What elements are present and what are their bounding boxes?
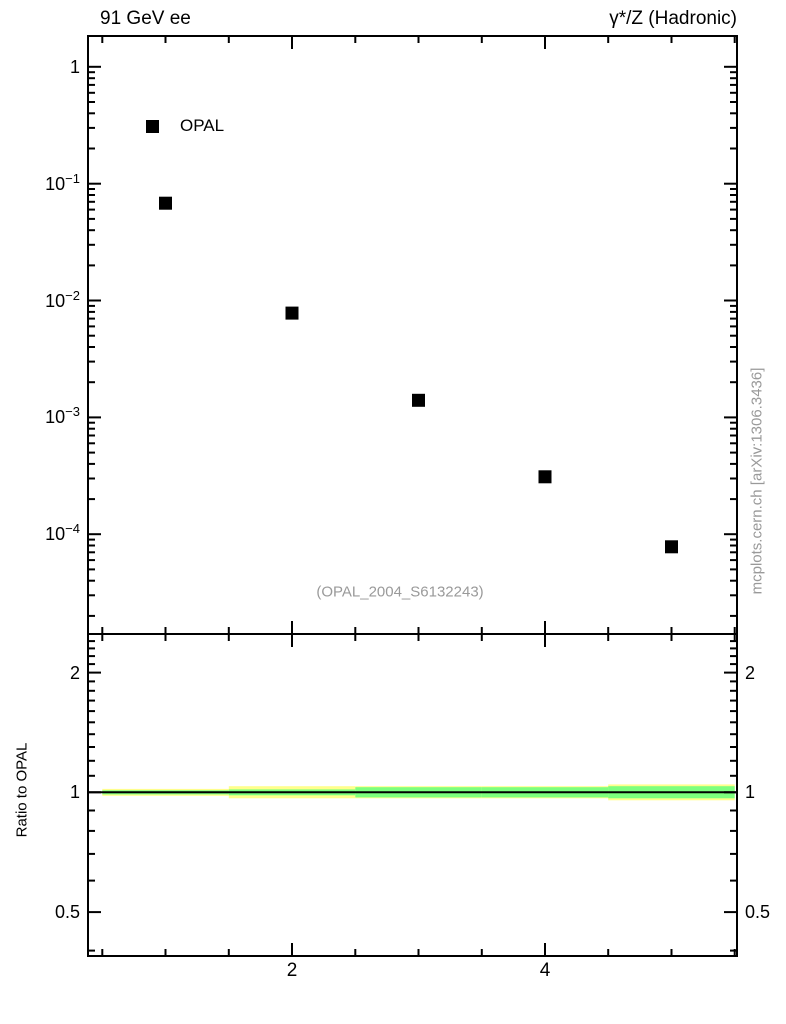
main-y-tick-label: 10−1 — [45, 170, 80, 194]
x-tick-label: 4 — [539, 960, 551, 981]
beam-energy-title: 91 GeV ee — [100, 8, 191, 29]
legend: OPAL — [146, 116, 224, 136]
analysis-id-watermark: (OPAL_2004_S6132243) — [316, 583, 484, 601]
main-y-tick-label: 10−2 — [45, 287, 80, 311]
main-y-tick-label: 1 — [69, 56, 80, 77]
ratio-axis-title: Ratio to OPAL — [13, 742, 31, 838]
ratio-y-tick-label-left: 0.5 — [54, 902, 80, 923]
legend-square-marker-icon — [146, 119, 159, 133]
main-y-tick-label: 10−4 — [45, 521, 80, 545]
legend-label-opal: OPAL — [180, 116, 225, 135]
ratio-y-tick-label-left: 2 — [69, 662, 80, 683]
mcplots-attribution-text: mcplots.cern.ch [arXiv:1306.3436] — [748, 367, 766, 595]
ratio-y-tick-label-right: 0.5 — [745, 902, 771, 923]
process-title: γ*/Z (Hadronic) — [609, 8, 737, 29]
x-tick-label: 2 — [286, 960, 298, 981]
ratio-y-tick-label-right: 2 — [745, 662, 756, 683]
main-y-tick-label: 10−3 — [45, 404, 80, 428]
ratio-y-tick-label-left: 1 — [69, 782, 80, 803]
ratio-y-tick-label-right: 1 — [745, 782, 756, 803]
